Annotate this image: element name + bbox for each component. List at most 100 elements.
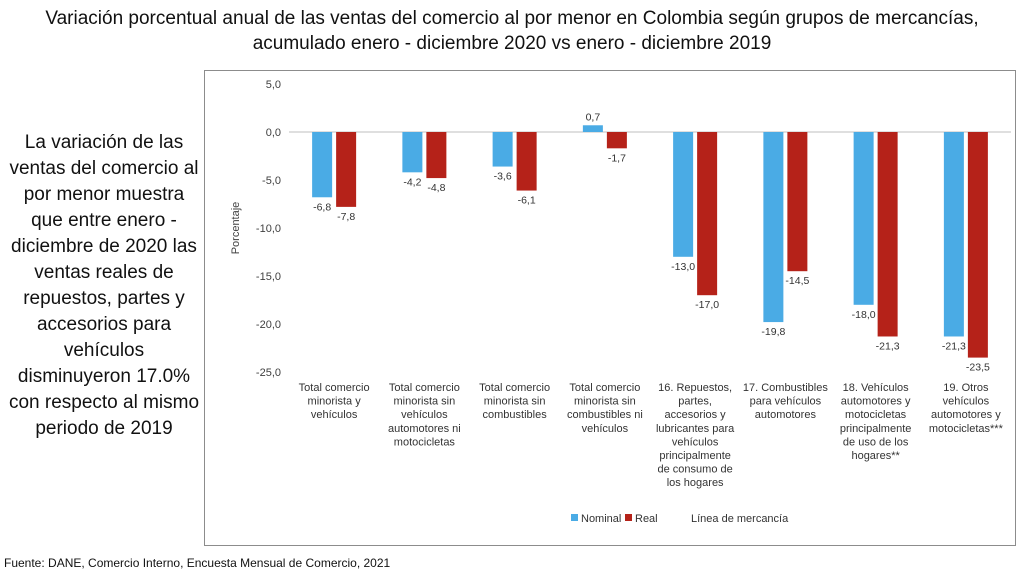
category-label-line: 17. Combustibles: [743, 382, 828, 394]
y-tick-label: 0,0: [266, 127, 281, 139]
data-label-nominal-8: -21,3: [942, 340, 966, 352]
category-label-3: Total comercio minorista sin combustibles: [479, 382, 550, 421]
category-label-line: vehículos: [311, 409, 358, 421]
y-tick-label: -10,0: [256, 223, 281, 235]
bar-nominal-6: [763, 132, 784, 323]
category-label-line: lubricantes para: [656, 423, 735, 435]
category-label-2: Total comercio minorista sin vehículos auto…: [388, 382, 461, 448]
bars: [312, 125, 988, 358]
category-label-line: motocicletas***: [929, 423, 1004, 435]
chart-frame: 5,0 0,0 -5,0 -10,0 -15,0 -20,0 -25,0 Porcentaje…: [204, 70, 1016, 546]
category-label-6: 17. Combustibles para vehículos automotore…: [743, 382, 828, 421]
data-label-real-7: -21,3: [876, 340, 900, 352]
category-label-line: principalmente: [840, 423, 912, 435]
category-label-1: Total comercio minorista y vehículos: [299, 382, 370, 421]
category-label-line: automotores y: [841, 396, 911, 408]
category-label-line: vehículos: [672, 436, 719, 448]
bar-nominal-3: [492, 132, 513, 167]
y-tick-label: -20,0: [256, 319, 281, 331]
bar-nominal-2: [402, 132, 423, 173]
data-label-real-1: -7,8: [337, 211, 355, 223]
category-label-line: Total comercio: [389, 382, 460, 394]
data-label-nominal-3: -3,6: [494, 171, 512, 183]
bar-nominal-7: [853, 132, 874, 305]
data-label-nominal-2: -4,2: [403, 176, 421, 188]
bar-real-7: [877, 132, 898, 337]
bar-nominal-5: [673, 132, 694, 257]
chart-title-line-1: Variación porcentual anual de las ventas…: [45, 8, 979, 29]
category-label-line: 16. Repuestos,: [658, 382, 732, 394]
data-label-nominal-1: -6,8: [313, 201, 331, 213]
category-label-line: para vehículos: [750, 396, 822, 408]
chart-title-line-2: acumulado enero - diciembre 2020 vs ener…: [252, 33, 772, 54]
data-label-nominal-6: -19,8: [761, 326, 785, 338]
bar-chart: 5,0 0,0 -5,0 -10,0 -15,0 -20,0 -25,0 Porcentaje…: [230, 79, 1011, 525]
category-label-5: 16. Repuestos, partes, accesorios y lubrica…: [656, 382, 735, 489]
category-label-line: Total comercio: [479, 382, 550, 394]
bar-real-3: [516, 132, 537, 191]
data-label-nominal-5: -13,0: [671, 261, 695, 273]
y-tick-label: -15,0: [256, 271, 281, 283]
data-label-real-6: -14,5: [785, 275, 809, 287]
bar-real-2: [426, 132, 447, 179]
legend-label-1: Nominal: [581, 513, 621, 525]
data-label-nominal-7: -18,0: [852, 309, 876, 321]
bar-nominal-1: [312, 132, 333, 198]
category-label-line: minorista sin: [574, 396, 636, 408]
x-axis-labels: Total comercio minorista y vehículosTotal …: [299, 382, 1004, 489]
category-label-line: automotores ni: [388, 423, 461, 435]
category-label-line: de consumo de: [658, 464, 733, 476]
y-tick-label: -5,0: [262, 175, 281, 187]
category-label-8: 19. Otros vehículos automotores y motocicle…: [929, 382, 1004, 435]
category-label-line: motocicletas: [845, 409, 907, 421]
bar-real-1: [336, 132, 357, 207]
category-label-line: hogares**: [851, 450, 900, 462]
bar-nominal-4: [582, 125, 603, 132]
data-label-real-2: -4,8: [427, 182, 445, 194]
legend-swatch-1: [571, 514, 578, 521]
y-tick-label: 5,0: [266, 79, 281, 91]
category-label-line: minorista y: [308, 396, 362, 408]
category-label-line: Total comercio: [569, 382, 640, 394]
category-label-line: vehículos: [943, 396, 990, 408]
legend-label-3: Línea de mercancía: [691, 513, 789, 525]
data-label-real-4: -1,7: [608, 152, 626, 164]
category-label-line: partes,: [678, 396, 712, 408]
category-label-line: combustibles: [483, 409, 548, 421]
y-tick-label: -25,0: [256, 367, 281, 379]
category-label-line: accesorios y: [665, 409, 727, 421]
category-label-line: los hogares: [667, 477, 724, 489]
side-note: La variación de las ventas del comercio …: [8, 132, 200, 439]
bar-nominal-8: [943, 132, 964, 337]
data-label-real-3: -6,1: [518, 195, 536, 207]
legend: Nominal Real Línea de mercancía: [571, 513, 789, 525]
category-label-line: vehículos: [582, 423, 629, 435]
bar-real-5: [697, 132, 718, 296]
category-label-4: Total comercio minorista sin combustibles …: [567, 382, 643, 435]
data-labels: -6,8 -4,2 -3,6 0,7 -13,0 -19,8 -18,0 -21,3 -7,8 -…: [313, 111, 990, 373]
data-label-nominal-4: 0,7: [586, 111, 601, 123]
category-label-line: minorista sin: [394, 396, 456, 408]
category-label-line: automotores y: [931, 409, 1001, 421]
category-label-line: principalmente: [659, 450, 731, 462]
category-label-line: minorista sin: [484, 396, 546, 408]
source-note: Fuente: DANE, Comercio Interno, Encuesta…: [4, 556, 391, 570]
bar-real-6: [787, 132, 808, 272]
category-label-line: vehículos: [401, 409, 448, 421]
legend-label-2: Real: [635, 513, 658, 525]
legend-swatch-2: [625, 514, 632, 521]
category-label-line: automotores: [755, 409, 817, 421]
data-label-real-8: -23,5: [966, 362, 990, 374]
y-axis-title: Porcentaje: [230, 202, 242, 255]
chart-title: Variación porcentual anual de las ventas…: [0, 6, 1024, 56]
category-label-7: 18. Vehículos automotores y motocicletas pr…: [840, 382, 912, 462]
category-label-line: motocicletas: [394, 436, 456, 448]
bar-real-4: [606, 132, 627, 149]
category-label-line: de uso de los: [843, 436, 909, 448]
category-label-line: 18. Vehículos: [843, 382, 910, 394]
category-label-line: combustibles ni: [567, 409, 643, 421]
bar-real-8: [967, 132, 988, 358]
category-label-line: 19. Otros: [943, 382, 989, 394]
data-label-real-5: -17,0: [695, 299, 719, 311]
category-label-line: Total comercio: [299, 382, 370, 394]
